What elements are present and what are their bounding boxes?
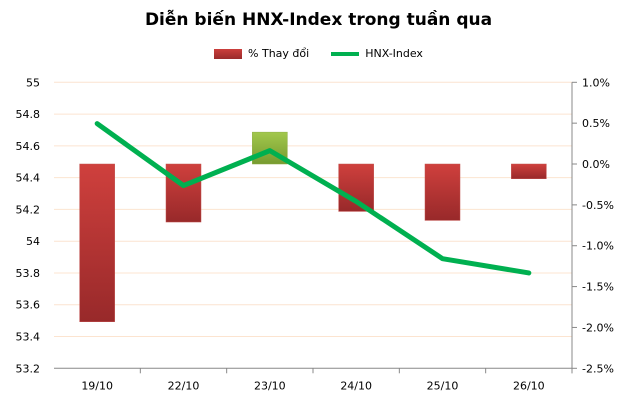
bar: [424, 163, 461, 221]
right-tick-label: 0.0%: [582, 158, 610, 171]
left-tick-label: 54.6: [16, 140, 41, 153]
left-tick-label: 53.4: [16, 331, 41, 344]
bar: [79, 163, 115, 322]
bar: [165, 163, 202, 223]
right-tick-label: 0.5%: [582, 117, 610, 130]
legend-label-line: HNX-Index: [365, 47, 423, 60]
x-tick-label: 24/10: [340, 379, 372, 392]
x-tick-label: 22/10: [168, 379, 200, 392]
legend-item-line: HNX-Index: [331, 47, 423, 60]
x-tick-label: 23/10: [254, 379, 286, 392]
left-tick-label: 54: [26, 235, 40, 248]
bar: [511, 163, 547, 179]
right-tick-label: -1.0%: [582, 240, 614, 253]
left-tick-label: 53.6: [16, 299, 41, 312]
legend: % Thay đổi HNX-Index: [0, 47, 637, 60]
right-tick-label: -2.0%: [582, 321, 614, 334]
legend-label-bar: % Thay đổi: [248, 47, 310, 60]
left-tick-label: 53.8: [16, 267, 41, 280]
x-tick-label: 26/10: [513, 379, 545, 392]
left-tick-label: 54.4: [16, 172, 41, 185]
chart-title: Diễn biến HNX-Index trong tuần qua: [144, 10, 493, 30]
right-tick-label: 1.0%: [582, 76, 610, 89]
x-tick-label: 25/10: [427, 379, 459, 392]
x-tick-label: 19/10: [81, 379, 113, 392]
right-tick-label: -2.5%: [582, 362, 614, 375]
legend-item-bar: % Thay đổi: [214, 47, 309, 60]
left-tick-label: 53.2: [16, 362, 41, 375]
hnx-index-line: [94, 121, 532, 276]
left-tick-label: 55: [26, 76, 40, 89]
right-tick-label: -0.5%: [582, 199, 614, 212]
legend-swatch-line: [331, 51, 360, 56]
legend-swatch-bar: [214, 48, 243, 59]
left-tick-label: 54.8: [16, 108, 41, 121]
left-tick-label: 54.2: [16, 203, 41, 216]
right-tick-label: -1.5%: [582, 281, 614, 294]
